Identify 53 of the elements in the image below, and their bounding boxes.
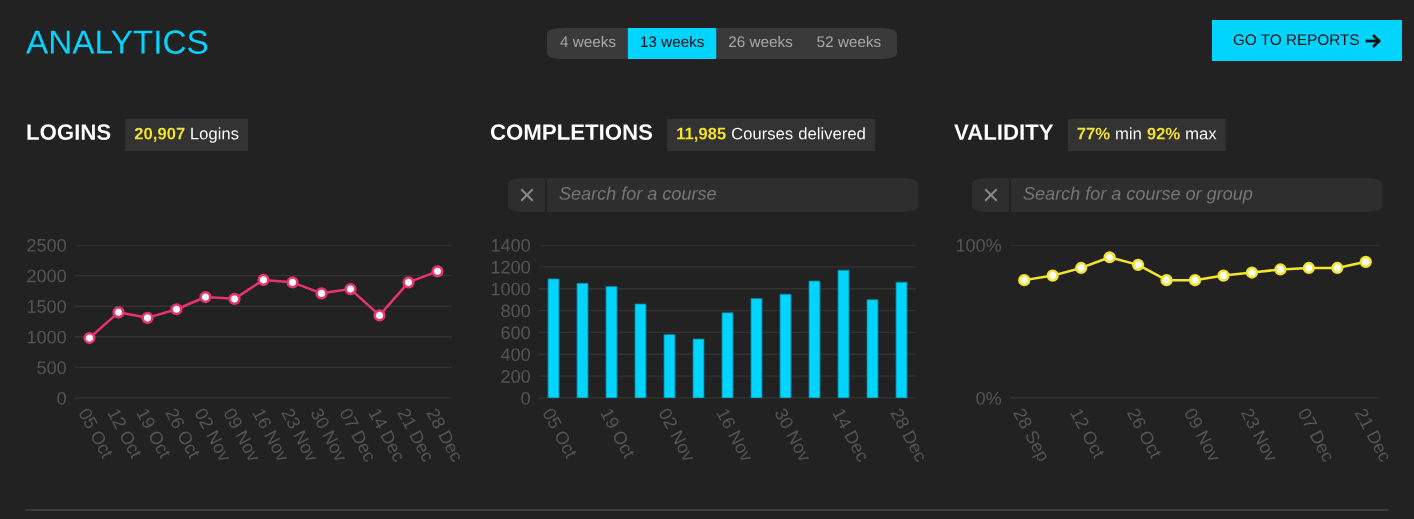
point xyxy=(170,303,183,316)
bar xyxy=(634,303,647,398)
point xyxy=(1359,255,1372,268)
point xyxy=(1188,274,1202,287)
text: 13 weeks xyxy=(641,35,704,48)
point xyxy=(1046,269,1059,282)
chart-title: VALIDITY xyxy=(954,124,1054,140)
text: Search for a course xyxy=(559,186,716,200)
text: 52 weeks xyxy=(817,35,881,48)
chart-subtitle: 11,985 Courses delivered xyxy=(677,127,865,142)
bar xyxy=(721,312,734,398)
text: Search for a course or group xyxy=(1023,186,1253,204)
point xyxy=(315,287,328,300)
point xyxy=(1160,274,1173,287)
point xyxy=(1217,269,1230,282)
point xyxy=(1245,266,1259,279)
chart-subtitle: 77% min 92% max xyxy=(1077,127,1217,140)
point xyxy=(228,292,241,305)
point xyxy=(373,309,386,322)
point xyxy=(141,311,154,324)
point xyxy=(1302,261,1315,275)
bar xyxy=(866,299,879,398)
point xyxy=(1018,274,1031,287)
text: ANALYTICS xyxy=(26,30,208,54)
point xyxy=(257,273,270,286)
bar xyxy=(605,286,618,398)
chart-title: LOGINS xyxy=(27,124,111,140)
point xyxy=(83,331,96,345)
chart-subtitle: 20,907 Logins xyxy=(134,127,239,143)
text: GO TO REPORTS xyxy=(1233,34,1359,46)
bar xyxy=(663,334,676,398)
bar xyxy=(750,298,763,398)
bar xyxy=(808,280,821,398)
bar xyxy=(779,293,792,398)
chart-title: COMPLETIONS xyxy=(490,124,653,140)
point xyxy=(1274,263,1287,276)
point xyxy=(1103,251,1116,264)
point xyxy=(1331,261,1344,275)
point xyxy=(431,265,444,278)
bar xyxy=(837,269,850,398)
point xyxy=(199,290,212,304)
point xyxy=(286,276,299,289)
point xyxy=(1131,258,1145,271)
bar xyxy=(692,338,705,398)
bar xyxy=(547,278,560,398)
bar xyxy=(895,281,908,398)
bar xyxy=(576,282,589,398)
text: 4 weeks xyxy=(560,35,616,48)
point xyxy=(112,306,125,319)
text: 26 weeks xyxy=(729,35,793,48)
point xyxy=(402,276,415,289)
point xyxy=(344,282,357,296)
point xyxy=(1075,261,1088,275)
